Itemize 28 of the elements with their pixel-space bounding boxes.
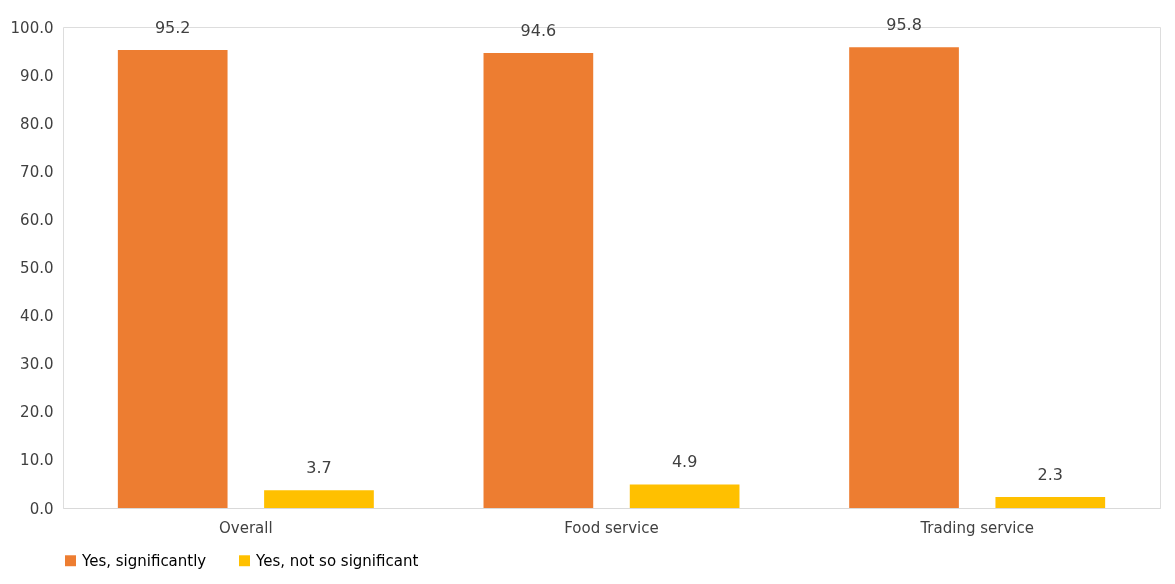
data-label: 95.2 [154, 18, 191, 38]
data-label: 95.8 [886, 15, 922, 35]
y-tick-label: 20.0 [20, 403, 54, 422]
legend-label: Yes, not so significant [255, 551, 419, 570]
bar [995, 496, 1106, 508]
data-label: 2.3 [1037, 464, 1064, 484]
bar [849, 47, 959, 508]
legend-label: Yes, significantly [81, 551, 207, 570]
y-tick-label: 60.0 [20, 210, 54, 229]
x-tick-label: Trading service [919, 518, 1034, 537]
data-label: 3.7 [306, 458, 332, 478]
y-tick-label: 90.0 [20, 66, 54, 85]
bar [483, 52, 594, 508]
x-tick-label: Overall [219, 518, 273, 537]
bar [117, 50, 228, 508]
x-tick-label: Food service [564, 518, 659, 537]
bar [629, 484, 740, 508]
y-tick-label: 0.0 [29, 499, 54, 518]
y-tick-label: 80.0 [20, 114, 54, 133]
y-tick-label: 100.0 [10, 18, 54, 37]
data-label: 4.9 [671, 452, 698, 472]
data-label: 94.6 [520, 20, 557, 40]
y-tick-label: 40.0 [20, 307, 54, 326]
bar [264, 490, 374, 508]
y-tick-label: 70.0 [20, 162, 54, 181]
y-tick-label: 50.0 [20, 259, 54, 277]
y-tick-label: 30.0 [20, 355, 54, 374]
y-tick-label: 10.0 [20, 451, 54, 470]
